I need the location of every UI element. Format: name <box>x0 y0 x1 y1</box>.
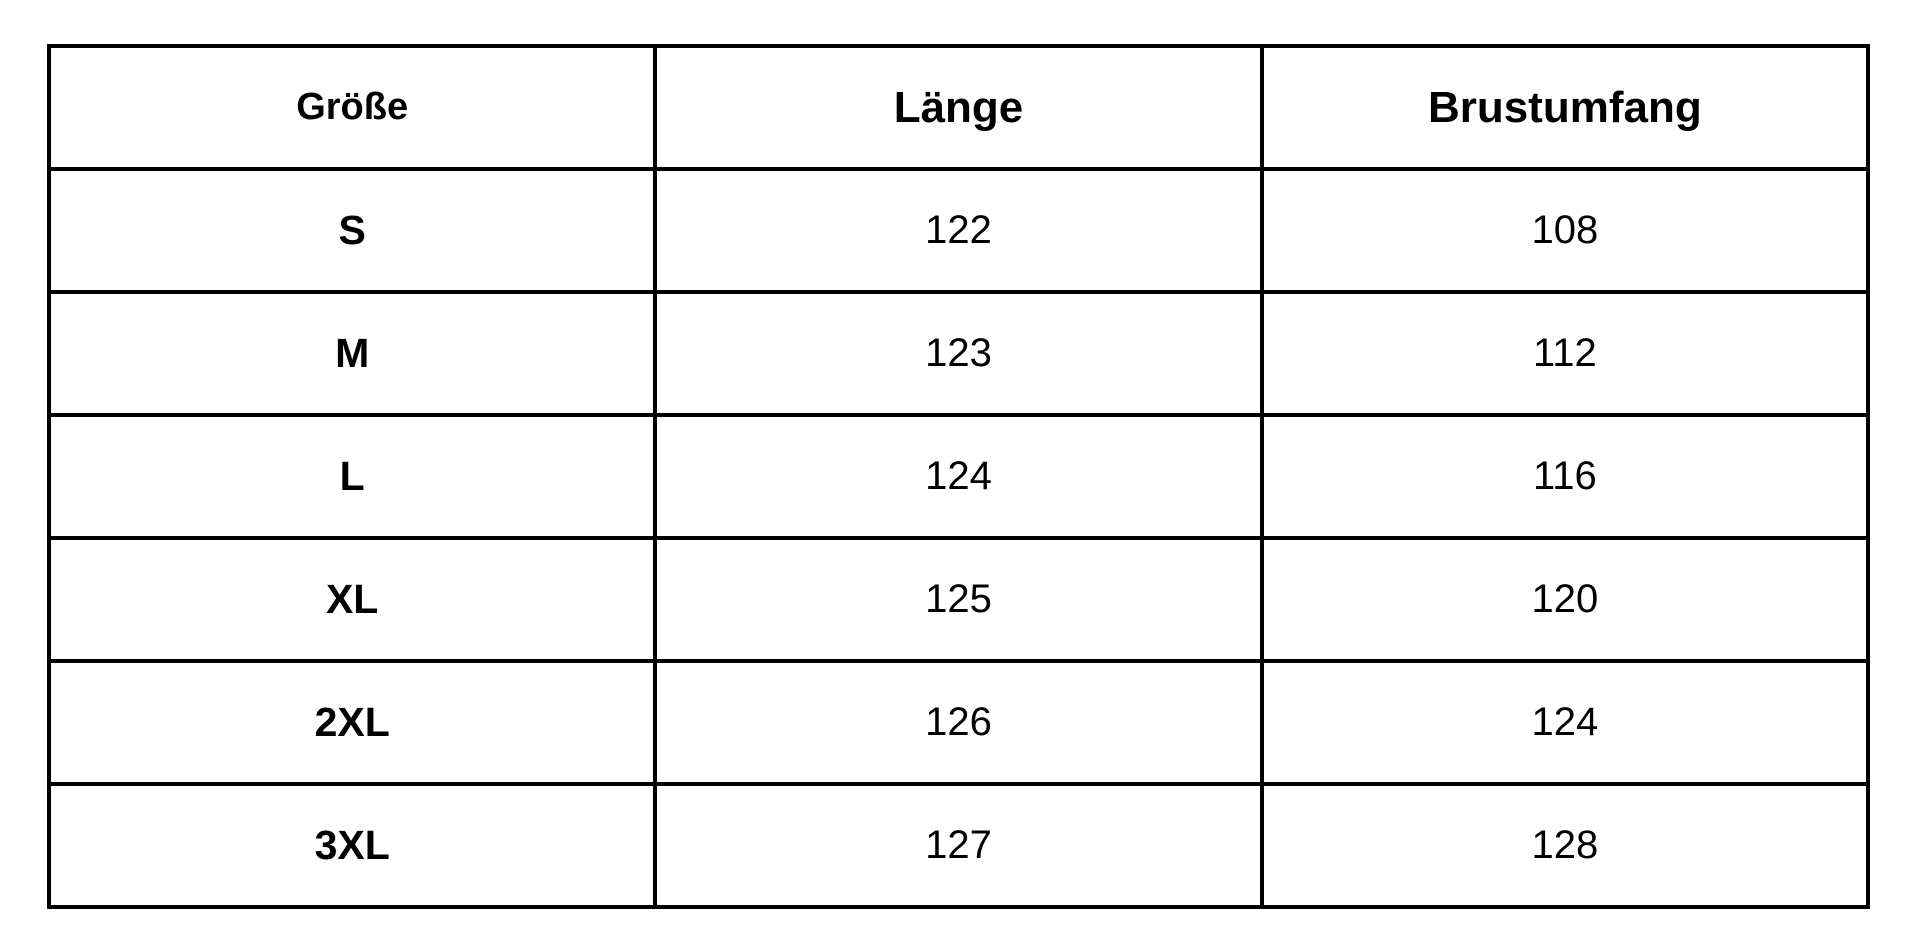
table-row-m: M 123 112 <box>46 290 1871 417</box>
size-label: XL <box>46 536 658 663</box>
size-chart: Größe Länge Brustumfang S 122 108 M 123 … <box>46 44 1871 909</box>
table-row-xl: XL 125 120 <box>46 536 1871 663</box>
table-row-l: L 124 116 <box>46 413 1871 540</box>
size-chart-table: Größe Länge Brustumfang S 122 108 M 123 … <box>46 44 1871 909</box>
chest-value: 108 <box>1259 167 1871 294</box>
size-label: M <box>46 290 658 417</box>
length-value: 122 <box>653 167 1264 294</box>
chest-value: 120 <box>1259 536 1871 663</box>
length-value: 124 <box>653 413 1264 540</box>
length-value: 127 <box>653 782 1264 909</box>
chest-value: 124 <box>1259 659 1871 786</box>
size-label: S <box>46 167 658 294</box>
size-label: 2XL <box>46 659 658 786</box>
chest-value: 116 <box>1259 413 1871 540</box>
size-chart-header: Größe Länge Brustumfang <box>46 44 1871 171</box>
column-header-groesse: Größe <box>46 44 658 171</box>
length-value: 126 <box>653 659 1264 786</box>
column-header-laenge: Länge <box>653 44 1264 171</box>
header-row: Größe Länge Brustumfang <box>46 44 1871 171</box>
length-value: 123 <box>653 290 1264 417</box>
size-label: 3XL <box>46 782 658 909</box>
size-chart-body: S 122 108 M 123 112 L 124 116 XL 125 120… <box>46 167 1871 909</box>
table-row-3xl: 3XL 127 128 <box>46 782 1871 909</box>
table-row-s: S 122 108 <box>46 167 1871 294</box>
chest-value: 128 <box>1259 782 1871 909</box>
size-label: L <box>46 413 658 540</box>
length-value: 125 <box>653 536 1264 663</box>
table-row-2xl: 2XL 126 124 <box>46 659 1871 786</box>
chest-value: 112 <box>1259 290 1871 417</box>
column-header-brustumfang: Brustumfang <box>1259 44 1871 171</box>
